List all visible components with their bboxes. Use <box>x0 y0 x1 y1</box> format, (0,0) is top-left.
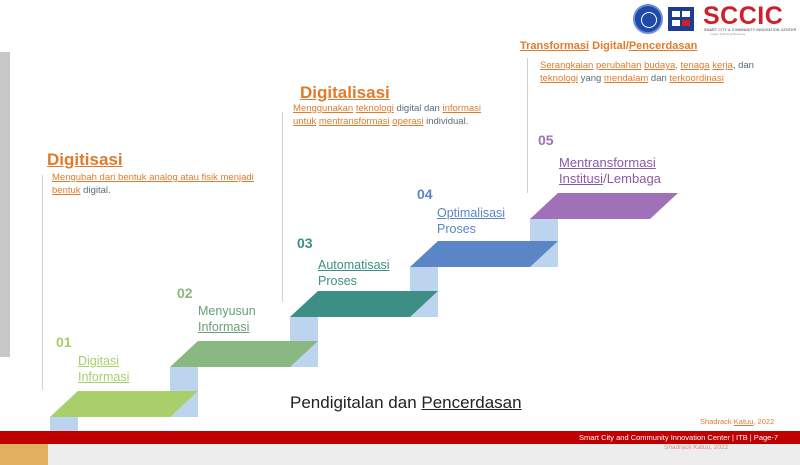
footer-strip <box>0 444 800 465</box>
digitisasi-description: Mengubah dari bentuk analog atau fisik m… <box>52 172 254 196</box>
sccic-logo-tagline: Institut Teknologi Bandung <box>710 32 746 36</box>
sccic-emblem-icon <box>668 7 694 31</box>
footer-bar <box>0 431 800 444</box>
digitalisasi-description: Menggunakan teknologi digital dan inform… <box>293 103 482 127</box>
digitisasi-desc-word: menjadi <box>217 172 254 183</box>
sccic-logo-subtitle: SMART CITY & COMMUNITY INNOVATION CENTER <box>704 28 797 32</box>
diagram-caption: Pendigitalan dan Pencerdasan <box>290 393 522 412</box>
step-01-label: Digitasi Informasi <box>78 354 130 384</box>
step-01-number: 01 <box>56 334 72 350</box>
itb-seal-logo <box>633 4 663 34</box>
footer-text: Smart City and Community Innovation Cent… <box>579 433 778 442</box>
source-credit: Shadrack Katuu, 2022 <box>700 417 775 426</box>
digitisasi-desc-word: fisik <box>198 172 218 183</box>
step-03-label: Automatisasi Proses <box>318 258 390 288</box>
step-01-tread <box>50 391 198 417</box>
step-05-tread <box>530 193 678 219</box>
step-02-tread <box>170 341 318 367</box>
step-05-label-part: /Lembaga <box>603 171 661 186</box>
step-03-tread <box>290 291 438 317</box>
step-04-number: 04 <box>417 186 433 202</box>
step-03-number: 03 <box>297 235 313 251</box>
digitisasi-desc-word: analog <box>146 172 178 183</box>
footer-accent <box>0 444 48 465</box>
sccic-logo-text: SCCIC <box>703 2 784 30</box>
guide-line-transformasi <box>527 58 528 193</box>
guide-line-digitisasi <box>42 175 43 390</box>
digitisasi-desc-word: atau <box>177 172 199 183</box>
step-04-label: Optimalisasi Proses <box>437 206 506 236</box>
digitisasi-desc-word: dari <box>96 172 116 183</box>
step-02-number: 02 <box>177 285 193 301</box>
step-05-label: Mentransformasi Institusi/Lembaga <box>559 155 661 186</box>
digitalisasi-title: Digitalisasi <box>300 83 390 102</box>
step-05-label-part: Institusi <box>559 171 604 186</box>
step-05-number: 05 <box>538 132 554 148</box>
digitisasi-title: Digitisasi <box>47 150 123 169</box>
step-02-label: Menyusun Informasi <box>198 304 256 334</box>
digitisasi-desc-word: bentuk <box>115 172 147 183</box>
transformasi-title: Transformasi Digital/Pencerdasan <box>520 40 698 52</box>
step-04-tread <box>410 241 558 267</box>
guide-line-digitalisasi <box>282 112 283 302</box>
left-decor-bar <box>0 52 10 357</box>
digitisasi-desc-word: Mengubah <box>52 172 97 183</box>
footer-ghost-credit: Shadrack Katuu, 2022 <box>664 444 729 451</box>
transformasi-description: Serangkaian perubahan budaya, tenaga ker… <box>540 60 754 84</box>
